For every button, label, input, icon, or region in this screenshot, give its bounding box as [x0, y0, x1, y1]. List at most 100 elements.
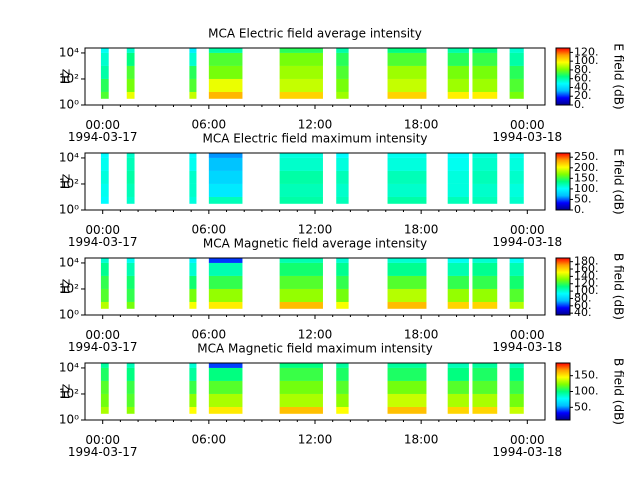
heatmap-cell: [189, 380, 197, 394]
heatmap-cell: [126, 393, 135, 407]
heatmap-cell: [509, 183, 524, 197]
heatmap-cell: [189, 196, 197, 204]
heatmap-cell: [208, 183, 243, 197]
heatmap-cell: [387, 363, 427, 368]
heatmap-cell: [387, 52, 427, 66]
heatmap-cell: [447, 363, 469, 368]
heatmap-cell: [279, 301, 323, 309]
heatmap-cell: [336, 196, 349, 204]
heatmap-cell: [509, 301, 524, 309]
y-tick-label: 10⁰: [59, 98, 79, 112]
colorbar-tick-label: 60.: [574, 72, 592, 85]
colorbar-tick-label: 120.: [574, 277, 599, 290]
heatmap-cell: [472, 52, 498, 66]
heatmap-cell: [472, 301, 498, 309]
heatmap-cell: [279, 157, 323, 171]
heatmap-cell: [447, 183, 469, 197]
colorbar: [555, 152, 571, 211]
heatmap-cell: [509, 258, 524, 263]
colorbar-tick-label: 140.: [574, 269, 599, 282]
y-axis-label: Hz: [59, 69, 73, 84]
x-tick-label: 06:00: [192, 328, 227, 342]
heatmap-cell: [336, 91, 349, 99]
colorbar-tick-label: 250.: [574, 150, 599, 163]
heatmap-cell: [472, 65, 498, 79]
panel-title: MCA Magnetic field average intensity: [203, 237, 427, 251]
heatmap-cell: [279, 196, 323, 204]
heatmap-cell: [447, 153, 469, 158]
heatmap-cell: [189, 301, 197, 309]
colorbar-label: B field (dB): [612, 253, 626, 320]
heatmap-cell: [189, 258, 197, 263]
colorbar-tick-label: 180.: [574, 255, 599, 268]
heatmap-cell: [100, 367, 109, 381]
heatmap-cell: [208, 65, 243, 79]
heatmap-cell: [279, 288, 323, 302]
heatmap-cell: [447, 275, 469, 289]
heatmap-cell: [509, 78, 524, 92]
heatmap-cell: [447, 262, 469, 276]
heatmap-cell: [279, 367, 323, 381]
heatmap-cell: [509, 275, 524, 289]
heatmap-cell: [100, 170, 109, 184]
heatmap-cell: [472, 406, 498, 414]
heatmap-cell: [472, 262, 498, 276]
heatmap-cell: [279, 52, 323, 66]
heatmap-cell: [387, 170, 427, 184]
x-tick-label: 00:00 1994-03-17: [68, 223, 138, 249]
x-tick-label-line: 1994-03-17: [68, 340, 138, 354]
heatmap-cell: [336, 48, 349, 53]
colorbar-tick-label: 80.: [574, 63, 592, 76]
heatmap-cell: [126, 301, 135, 309]
heatmap-cell: [100, 363, 109, 368]
heatmap-cell: [279, 183, 323, 197]
heatmap-cell: [509, 52, 524, 66]
colorbar-tick-label: 150.: [574, 171, 599, 184]
heatmap-cell: [509, 393, 524, 407]
heatmap-cell: [189, 275, 197, 289]
x-tick-label-line: 00:00: [510, 328, 545, 342]
heatmap-cell: [336, 52, 349, 66]
heatmap-cell: [126, 183, 135, 197]
heatmap-cell: [126, 52, 135, 66]
heatmap-cell: [208, 52, 243, 66]
heatmap-cell: [189, 48, 197, 53]
heatmap-cell: [447, 52, 469, 66]
heatmap-cell: [336, 153, 349, 158]
heatmap-cell: [387, 380, 427, 394]
heatmap-cell: [279, 363, 323, 368]
heatmap-cell: [189, 288, 197, 302]
heatmap-cell: [447, 48, 469, 53]
heatmap-cell: [336, 301, 349, 309]
x-tick-label-line: 1994-03-18: [492, 235, 562, 249]
heatmap-cell: [509, 196, 524, 204]
colorbar-tick-label: 50.: [574, 192, 592, 205]
x-tick-label: 06:00: [192, 118, 227, 132]
y-tick-label: 10²: [59, 71, 79, 85]
heatmap-cell: [126, 275, 135, 289]
colorbar-tick-label: 100.: [574, 54, 599, 67]
heatmap-cell: [208, 367, 243, 381]
panel-title: MCA Electric field average intensity: [208, 27, 422, 41]
heatmap-cell: [509, 170, 524, 184]
y-tick-label: 10⁰: [59, 413, 79, 427]
heatmap-cell: [208, 170, 243, 184]
heatmap-cell: [126, 380, 135, 394]
colorbar-tick-label: 100.: [574, 284, 599, 297]
heatmap-cell: [336, 262, 349, 276]
heatmap-cell: [208, 258, 243, 263]
heatmap-cell: [208, 48, 243, 53]
heatmap-cell: [509, 48, 524, 53]
x-tick-label-line: 1994-03-17: [68, 445, 138, 459]
heatmap-cell: [100, 78, 109, 92]
heatmap-cell: [100, 183, 109, 197]
heatmap-cell: [472, 170, 498, 184]
x-tick-label-line: 1994-03-18: [492, 445, 562, 459]
heatmap-cell: [509, 153, 524, 158]
heatmap-cell: [387, 153, 427, 158]
x-tick-label: 12:00: [298, 433, 333, 447]
heatmap-cell: [208, 196, 243, 204]
heatmap-cell: [447, 65, 469, 79]
heatmap-cell: [387, 367, 427, 381]
heatmap-cell: [387, 65, 427, 79]
